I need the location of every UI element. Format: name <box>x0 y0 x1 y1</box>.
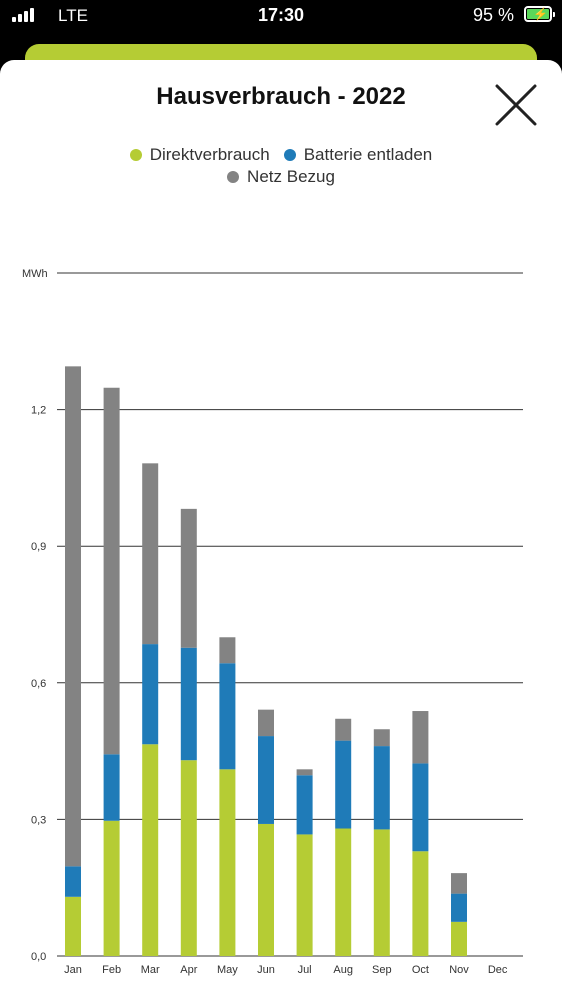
close-icon <box>495 84 537 126</box>
carrier-label: LTE <box>58 6 88 25</box>
bar-oct-1 <box>412 763 429 852</box>
bar-may-0 <box>219 769 236 956</box>
x-tick-label-nov: Nov <box>449 964 469 976</box>
battery-percent: 95 % <box>472 5 514 25</box>
legend-dot-netz <box>227 171 240 183</box>
x-tick-label-dec: Dec <box>488 964 508 976</box>
bar-nov-0 <box>451 921 467 956</box>
bar-feb-1 <box>103 754 120 821</box>
x-tick-label-jul: Jul <box>298 964 312 976</box>
y-tick-label-1: 0,3 <box>31 814 46 826</box>
bar-jun-1 <box>258 736 274 824</box>
modal-sheet <box>0 60 562 999</box>
status-bar: LTE 17:30 95 % ⚡ <box>0 0 562 34</box>
legend-dot-batterie <box>283 149 296 161</box>
bar-feb-2 <box>103 387 120 755</box>
x-tick-label-apr: Apr <box>180 964 197 976</box>
x-tick-label-jan: Jan <box>64 964 82 976</box>
bar-jul-1 <box>296 775 313 835</box>
status-time: 17:30 <box>257 5 305 25</box>
bar-oct-0 <box>412 851 429 956</box>
legend-dot-direktverbrauch <box>129 149 142 161</box>
y-tick-label-4: 1,2 <box>31 405 46 417</box>
legend-label-batterie: Batterie entladen <box>303 145 433 164</box>
x-tick-label-jun: Jun <box>257 964 275 976</box>
bar-aug-2 <box>335 718 352 741</box>
legend-item-direktverbrauch[interactable]: Direktverbrauch <box>129 145 270 165</box>
bar-aug-0 <box>335 828 352 956</box>
bar-jan-0 <box>65 896 81 956</box>
bar-mar-2 <box>142 463 159 645</box>
bar-apr-0 <box>180 760 197 956</box>
y-tick-label-3: 0,9 <box>31 541 46 553</box>
y-tick-label-0: 0,0 <box>31 951 46 963</box>
bar-sep-2 <box>373 729 390 747</box>
bar-may-2 <box>219 637 236 664</box>
bar-jul-0 <box>296 834 313 956</box>
bar-mar-1 <box>142 644 159 745</box>
x-tick-label-may: May <box>217 964 238 976</box>
bar-oct-2 <box>412 711 429 764</box>
bar-jan-2 <box>65 366 81 867</box>
bar-jun-0 <box>258 823 274 956</box>
y-tick-label-2: 0,6 <box>31 678 46 690</box>
signal-icon <box>12 8 36 22</box>
x-tick-label-sep: Sep <box>372 964 392 976</box>
bar-apr-2 <box>180 508 197 648</box>
bar-sep-0 <box>373 829 390 956</box>
bar-feb-0 <box>103 820 120 956</box>
bar-jun-2 <box>258 709 274 737</box>
x-tick-label-oct: Oct <box>412 964 429 976</box>
bar-jul-2 <box>296 769 313 776</box>
bar-apr-1 <box>180 647 197 761</box>
legend-label-direktverbrauch: Direktverbrauch <box>149 145 270 164</box>
chart-legend: Direktverbrauch Batterie entladen Netz B… <box>0 144 562 188</box>
bar-may-1 <box>219 663 236 770</box>
bar-nov-1 <box>451 893 467 922</box>
battery-icon: ⚡ <box>524 6 555 22</box>
bar-mar-0 <box>142 744 159 956</box>
bar-sep-1 <box>373 746 390 830</box>
close-button[interactable] <box>495 84 537 126</box>
x-tick-label-feb: Feb <box>102 964 121 976</box>
x-tick-label-mar: Mar <box>141 964 160 976</box>
legend-label-netz: Netz Bezug <box>247 167 335 186</box>
bar-aug-1 <box>335 740 352 829</box>
bar-nov-2 <box>451 873 467 894</box>
x-tick-label-aug: Aug <box>333 964 353 976</box>
page-title: Hausverbrauch - 2022 <box>156 83 406 110</box>
y-axis-unit-label: MWh <box>22 268 48 280</box>
bar-jan-1 <box>65 866 81 897</box>
legend-item-netz[interactable]: Netz Bezug <box>227 167 335 187</box>
legend-item-batterie[interactable]: Batterie entladen <box>283 145 433 165</box>
